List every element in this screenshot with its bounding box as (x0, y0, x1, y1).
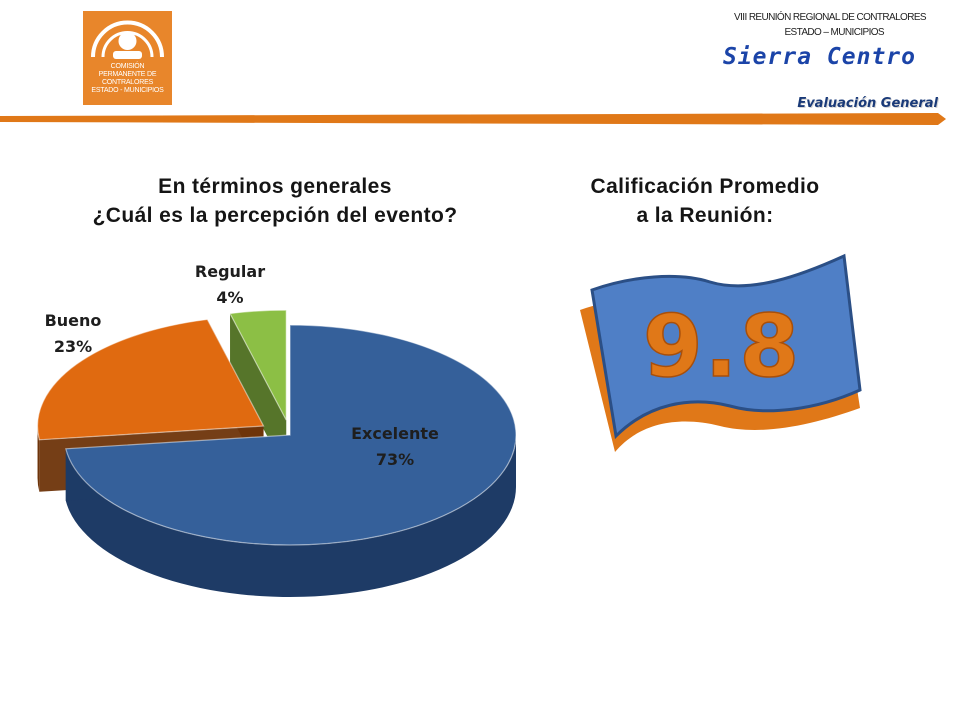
header-divider-bar (0, 113, 946, 125)
sunrise-arch-emblem-icon (91, 20, 164, 59)
pie-label-value: 73% (375, 450, 415, 469)
rating-title-line2: a la Reunión: (636, 204, 774, 227)
pie-slice-side (65, 435, 516, 597)
pie-slice-top (36, 318, 265, 441)
pie-label-category: Bueno (44, 311, 102, 330)
pie-label-category: Excelente (351, 424, 439, 443)
organization-logo: COMISIÓN PERMANENTE DE CONTRALORES ESTAD… (83, 11, 172, 105)
logo-line: ESTADO - MUNICIPIOS (91, 87, 164, 94)
logo-text: COMISIÓN PERMANENTE DE CONTRALORES ESTAD… (83, 63, 172, 95)
chart-title-line2: ¿Cuál es la percepción del evento? (92, 204, 458, 227)
logo-line: CONTRALORES (101, 79, 154, 86)
pie-label-bueno: Bueno 23% (18, 308, 128, 360)
pie-label-excelente: Excelente 73% (330, 421, 460, 473)
meeting-title-line2: ESTADO – MUNICIPIOS (784, 27, 884, 38)
chart-title: En términos generales ¿Cuál es la percep… (60, 172, 490, 230)
pie-slice-regular (229, 309, 287, 473)
pie-label-value: 4% (216, 288, 244, 307)
pie-label-regular: Regular 4% (175, 259, 285, 311)
chart-title-line1: En términos generales (158, 175, 392, 198)
flag-body (590, 253, 862, 440)
pie-slice-excelente (65, 324, 517, 597)
pie-chart (36, 309, 517, 597)
rating-flag: 9.8 (580, 253, 862, 452)
pie-slice-wall (230, 313, 287, 473)
rating-title-line1: Calificación Promedio (590, 175, 820, 198)
logo-line: PERMANENTE DE (98, 71, 157, 78)
pie-label-value: 23% (53, 337, 93, 356)
pie-slice-side (37, 426, 40, 492)
brand-title: Sierra Centro (722, 44, 916, 70)
section-label: Evaluación General (797, 96, 938, 111)
rating-value: 9.8 (643, 297, 801, 397)
meeting-title-line1: VIII REUNIÓN REGIONAL DE CONTRALORES (734, 12, 927, 23)
logo-line: COMISIÓN (110, 63, 145, 70)
pie-slice-top (65, 324, 517, 546)
pie-label-category: Regular (194, 262, 266, 281)
pie-slice-top (229, 309, 287, 421)
rating-title: Calificación Promedio a la Reunión: (555, 172, 855, 230)
